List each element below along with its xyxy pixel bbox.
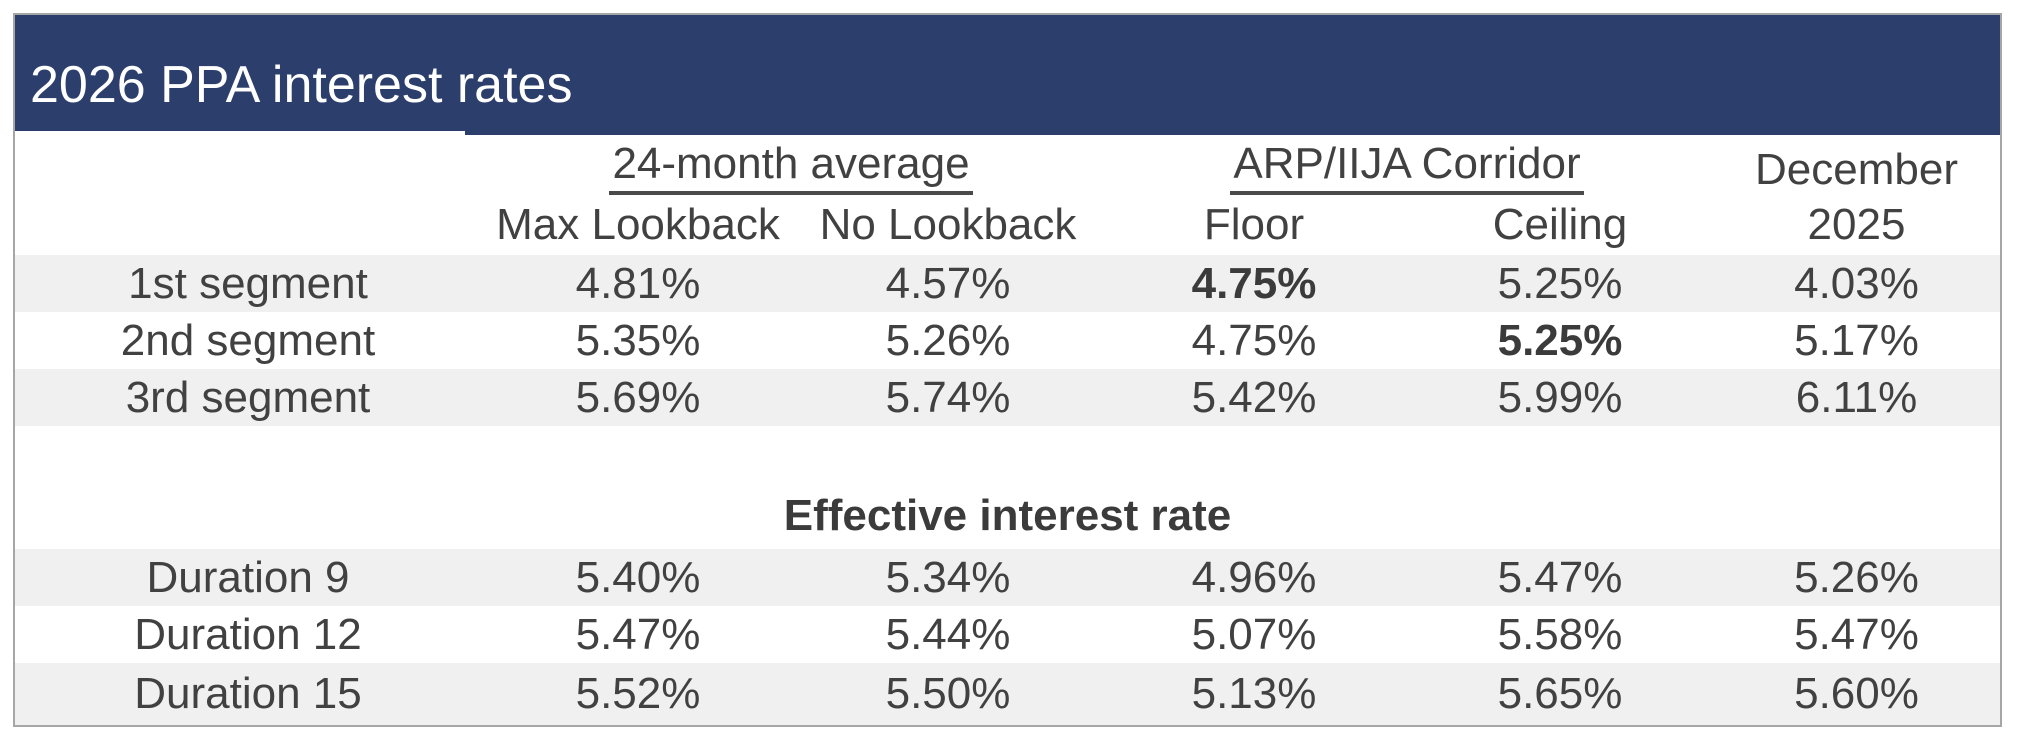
cell-max-lookback: 4.81%	[481, 255, 795, 312]
group-header-24-month-average-label: 24-month average	[609, 139, 973, 195]
section-heading-row: Effective interest rate	[15, 483, 2000, 549]
cell-december: 4.03%	[1713, 255, 2000, 312]
table-row-1st-segment: 1st segment 4.81% 4.57% 4.75% 5.25% 4.03…	[15, 255, 2000, 312]
title-banner-step	[465, 131, 2000, 135]
row-label: Duration 12	[134, 609, 362, 659]
cell-no-lookback: 5.26%	[885, 315, 1011, 365]
group-header-spacer	[15, 131, 481, 195]
cell-ceiling: 5.99%	[1407, 369, 1713, 426]
cell-floor: 5.13%	[1101, 663, 1407, 725]
cell-ceiling: 5.58%	[1497, 609, 1623, 659]
column-header-floor: Floor	[1203, 200, 1305, 249]
cell-max-lookback: 5.52%	[481, 663, 795, 725]
section-heading: Effective interest rate	[783, 491, 1232, 540]
cell-floor: 5.42%	[1101, 369, 1407, 426]
group-header-row: 24-month average ARP/IIJA Corridor Decem…	[15, 131, 2000, 195]
column-header-2025: 2025	[1807, 200, 1906, 249]
spacer-cell	[15, 426, 2000, 483]
row-label: Duration 15	[15, 663, 481, 725]
cell-ceiling: 5.47%	[1407, 549, 1713, 606]
cell-december: 6.11%	[1713, 369, 2000, 426]
cell-no-lookback: 5.44%	[885, 609, 1011, 659]
table-row-duration-12: Duration 12 5.47% 5.44% 5.07% 5.58% 5.47…	[15, 606, 2000, 663]
cell-no-lookback: 5.50%	[795, 663, 1101, 725]
sub-header-row: Max Lookback No Lookback Floor Ceiling 2…	[15, 195, 2000, 255]
cell-max-lookback: 5.40%	[481, 549, 795, 606]
row-label: Duration 9	[15, 549, 481, 606]
cell-floor: 4.96%	[1101, 549, 1407, 606]
cell-december: 5.17%	[1794, 315, 1919, 365]
cell-no-lookback: 4.57%	[795, 255, 1101, 312]
group-header-arp-iija-corridor-label: ARP/IIJA Corridor	[1230, 139, 1584, 195]
group-header-arp-iija-corridor: ARP/IIJA Corridor	[1101, 131, 1713, 195]
cell-ceiling: 5.65%	[1407, 663, 1713, 725]
column-header-no-lookback: No Lookback	[819, 200, 1077, 249]
row-label: 2nd segment	[120, 315, 376, 365]
cell-floor: 4.75%	[1191, 315, 1317, 365]
cell-december: 5.26%	[1713, 549, 2000, 606]
table-row-2nd-segment: 2nd segment 5.35% 5.26% 4.75% 5.25% 5.17…	[15, 312, 2000, 369]
spacer-row	[15, 426, 2000, 483]
table-row-3rd-segment: 3rd segment 5.69% 5.74% 5.42% 5.99% 6.11…	[15, 369, 2000, 426]
cell-max-lookback: 5.35%	[575, 315, 701, 365]
cell-max-lookback: 5.69%	[481, 369, 795, 426]
sub-header-spacer	[15, 195, 481, 255]
row-label: 1st segment	[15, 255, 481, 312]
table-row-duration-15: Duration 15 5.52% 5.50% 5.13% 5.65% 5.60…	[15, 663, 2000, 725]
cell-december: 5.60%	[1713, 663, 2000, 725]
cell-floor: 4.75%	[1101, 255, 1407, 312]
rates-table: 24-month average ARP/IIJA Corridor Decem…	[15, 131, 2000, 725]
cell-ceiling: 5.25%	[1497, 315, 1623, 365]
row-label: 3rd segment	[15, 369, 481, 426]
column-header-december: December	[1755, 145, 1958, 194]
title-banner: 2026 PPA interest rates	[15, 15, 2000, 131]
cell-no-lookback: 5.34%	[795, 549, 1101, 606]
cell-ceiling: 5.25%	[1407, 255, 1713, 312]
cell-december: 5.47%	[1794, 609, 1919, 659]
group-header-24-month-average: 24-month average	[481, 131, 1101, 195]
table-frame: 2026 PPA interest rates 24-month average…	[13, 13, 2002, 727]
cell-floor: 5.07%	[1191, 609, 1317, 659]
page-title: 2026 PPA interest rates	[30, 56, 573, 114]
cell-no-lookback: 5.74%	[795, 369, 1101, 426]
column-header-max-lookback: Max Lookback	[496, 200, 780, 249]
column-header-ceiling: Ceiling	[1492, 200, 1628, 249]
table-row-duration-9: Duration 9 5.40% 5.34% 4.96% 5.47% 5.26%	[15, 549, 2000, 606]
cell-max-lookback: 5.47%	[575, 609, 701, 659]
